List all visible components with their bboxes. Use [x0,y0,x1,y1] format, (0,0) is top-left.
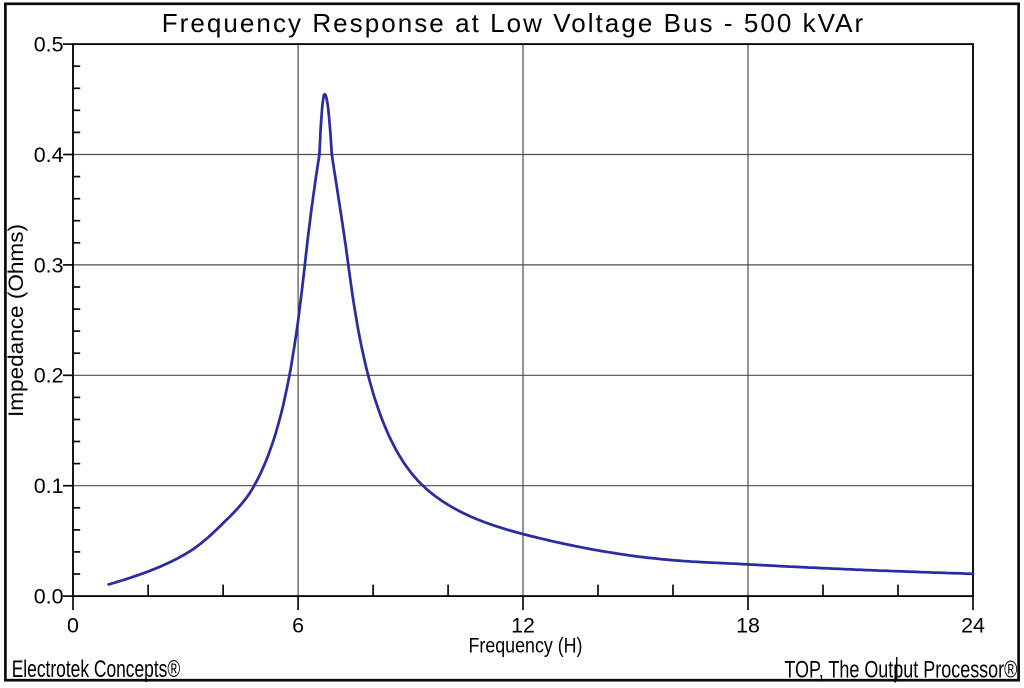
svg-text:0.0: 0.0 [34,585,64,609]
svg-text:0.3: 0.3 [34,253,64,277]
svg-text:12: 12 [511,613,535,637]
svg-text:0.4: 0.4 [34,143,64,167]
svg-text:Frequency Response at Low Volt: Frequency Response at Low Voltage Bus - … [162,8,865,38]
svg-text:TOP, The Output Processor®: TOP, The Output Processor® [784,657,1017,684]
svg-text:Impedance (Ohms): Impedance (Ohms) [5,224,28,417]
svg-text:0.5: 0.5 [34,33,64,57]
svg-text:0: 0 [67,613,79,637]
svg-text:Electrotek Concepts®: Electrotek Concepts® [12,656,181,683]
svg-text:6: 6 [292,613,304,637]
svg-text:Frequency (H): Frequency (H) [469,635,583,658]
svg-text:18: 18 [736,613,760,637]
svg-text:0.2: 0.2 [34,364,64,388]
svg-text:24: 24 [961,613,985,637]
svg-text:0.1: 0.1 [34,474,64,498]
